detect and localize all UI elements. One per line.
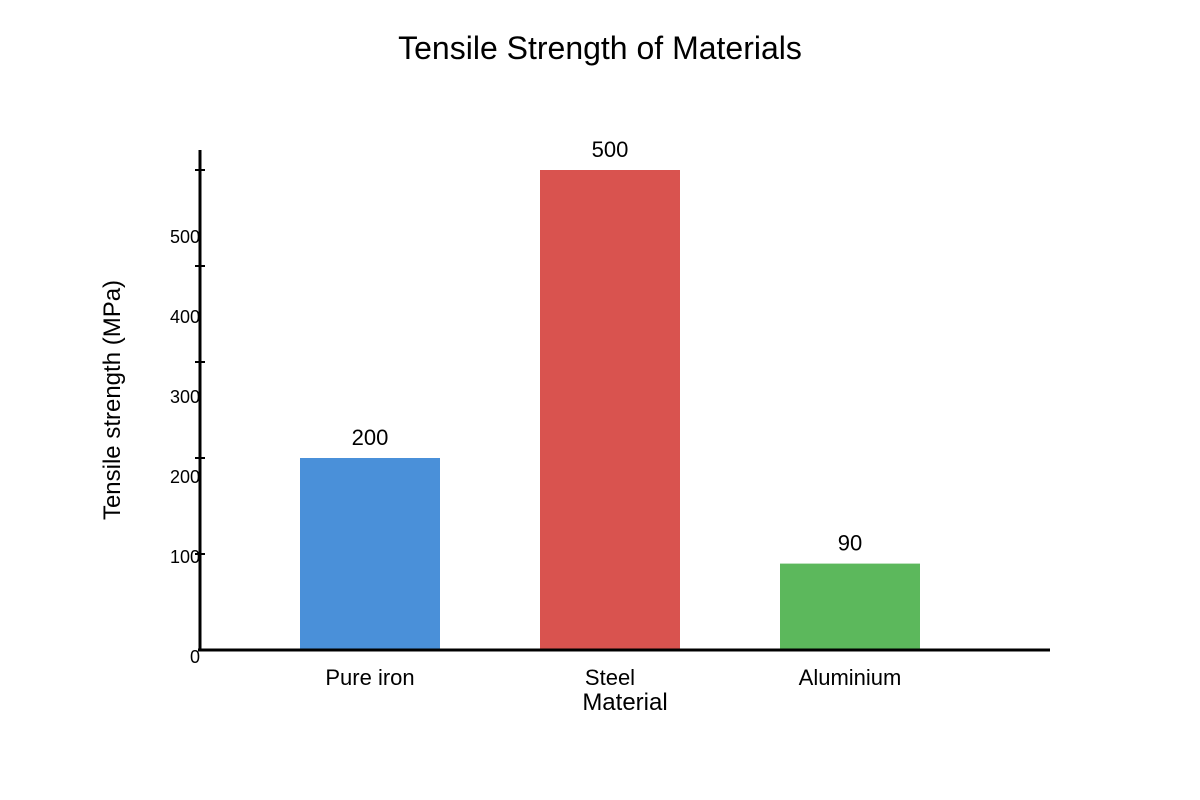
x-axis-tick-labels: Pure iron Steel Aluminium [325,665,901,690]
bars-group [300,170,920,650]
y-tick-label: 400 [170,307,200,327]
y-tick-label: 100 [170,547,200,567]
bar-value-label: 500 [592,137,629,162]
bar-value-label: 200 [352,425,389,450]
bar-pure-iron [300,458,440,650]
y-axis-ticks: 0 100 200 300 400 500 [170,169,205,667]
x-tick-label: Steel [585,665,635,690]
x-tick-label: Aluminium [799,665,902,690]
bar-steel [540,170,680,650]
y-axis-title: Tensile strength (MPa) [99,280,126,520]
y-tick-label: 500 [170,227,200,247]
y-tick-label: 300 [170,387,200,407]
chart-title: Tensile Strength of Materials [398,30,802,66]
x-axis-title: Material [582,689,667,716]
y-tick-label: 200 [170,467,200,487]
y-tick-label: 0 [190,647,200,667]
x-tick-label: Pure iron [325,665,414,690]
bar-aluminium [780,563,920,650]
bar-value-label: 90 [838,531,862,556]
value-labels-group: 200 500 90 [352,137,863,556]
